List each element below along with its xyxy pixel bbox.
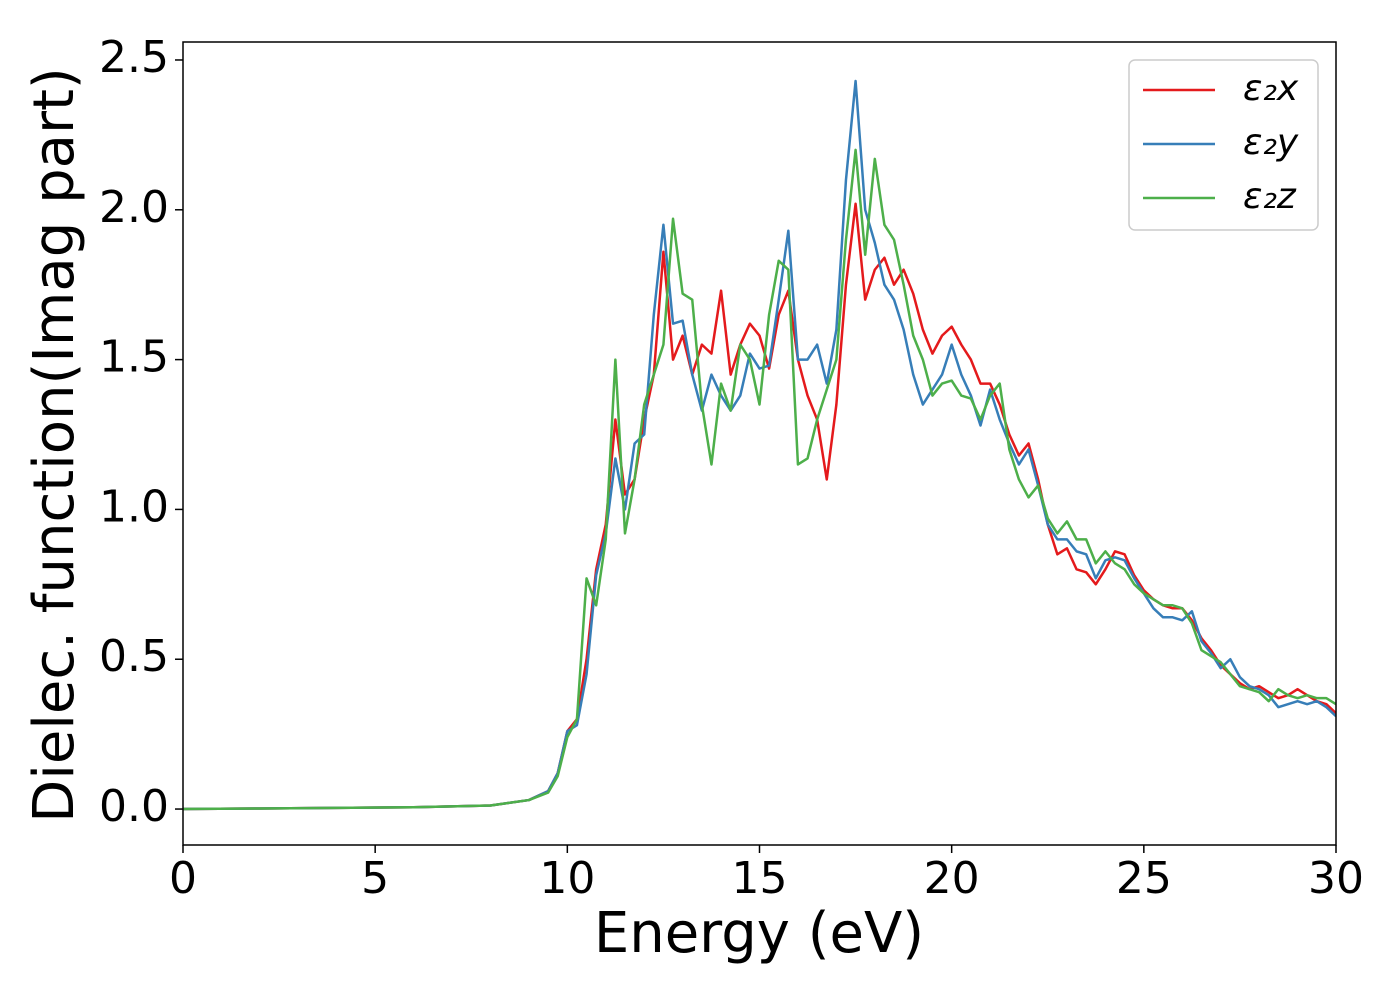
y-tick-label: 2.5: [99, 32, 169, 83]
y-tick-label: 0.0: [99, 781, 169, 832]
y-tick-label: 0.5: [99, 631, 169, 682]
x-tick-label: 20: [924, 853, 980, 904]
plot-frame: [182, 41, 1337, 846]
x-tick-label: 0: [169, 853, 197, 904]
x-tick-label: 5: [361, 853, 389, 904]
line-series: [183, 79, 1336, 811]
line-series: [183, 148, 1336, 811]
y-tick-label: 1.0: [99, 481, 169, 532]
line-series: [183, 202, 1336, 811]
x-tick-label: 15: [732, 853, 788, 904]
x-tick-label: 25: [1116, 853, 1172, 904]
x-tick-label: 30: [1308, 853, 1364, 904]
x-tick-label: 10: [539, 853, 595, 904]
y-axis-label: Dielec. function(Imag part): [22, 67, 87, 823]
legend-label: ε₂y: [1243, 122, 1299, 163]
legend-box: [1128, 59, 1319, 231]
y-tick-label: 2.0: [99, 182, 169, 233]
legend-label: ε₂x: [1243, 68, 1299, 109]
x-axis-label: Energy (eV): [594, 901, 924, 966]
y-tick-label: 1.5: [99, 332, 169, 383]
legend-label: ε₂z: [1243, 176, 1297, 217]
